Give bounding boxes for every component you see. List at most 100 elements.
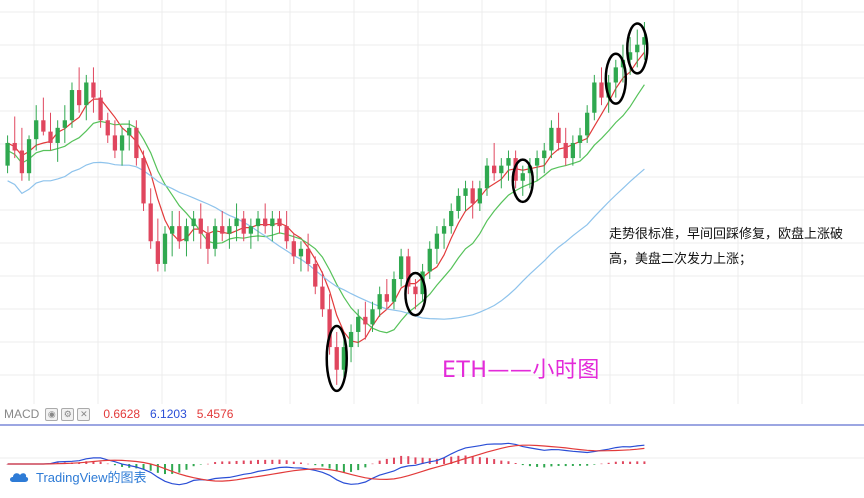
candle-body	[384, 294, 389, 302]
macd-histogram-bar	[6, 464, 9, 465]
macd-histogram-bar	[521, 464, 524, 466]
candle	[384, 279, 389, 310]
macd-histogram-bar	[364, 464, 367, 468]
candle-body	[470, 188, 475, 204]
candle-body	[484, 165, 490, 189]
candle	[348, 324, 354, 363]
macd-histogram-bar	[314, 464, 317, 466]
candle	[127, 120, 132, 151]
candle-body	[270, 218, 275, 227]
eye-icon[interactable]: ◉	[45, 407, 59, 421]
chart-annotation: 走势很标准，早间回踩修复，欧盘上涨破高，美盘二次发力上涨；	[609, 227, 844, 267]
candle	[69, 82, 75, 128]
candle-body	[248, 226, 254, 234]
candle	[305, 233, 311, 272]
macd-histogram-bar	[149, 464, 152, 471]
candle	[112, 120, 118, 159]
macd-histogram-bar	[435, 458, 438, 464]
macd-histogram-bar	[371, 463, 374, 465]
macd-histogram-bar	[228, 461, 231, 464]
tradingview-logo[interactable]: TradingView的图表	[8, 467, 147, 486]
candle	[320, 271, 325, 317]
macd-histogram-bar	[357, 464, 360, 471]
macd-histogram-bar	[536, 464, 539, 467]
candle-body	[413, 286, 418, 295]
candle-body	[406, 256, 411, 287]
macd-histogram-bar	[285, 460, 288, 464]
macd-histogram-bar	[135, 464, 138, 469]
candle-body	[170, 226, 175, 234]
macd-histogram-bar	[342, 464, 345, 473]
candle-body	[162, 233, 168, 264]
candle-body	[227, 226, 232, 234]
candle	[248, 218, 254, 249]
ma-line-MA-slow	[7, 161, 645, 320]
macd-histogram-bar	[221, 461, 224, 464]
macd-histogram-bar	[643, 461, 646, 464]
candle-body	[334, 347, 339, 370]
candle-body	[291, 241, 296, 257]
macd-histogram-bar	[385, 458, 388, 464]
tradingview-cloud-icon	[10, 472, 29, 482]
candle-body	[556, 127, 561, 143]
candle-body	[127, 127, 132, 136]
candle	[298, 241, 304, 272]
candle-body	[277, 218, 282, 227]
candle-body	[55, 127, 60, 143]
macd-value-3: 5.4576	[196, 407, 234, 421]
macd-histogram-bar	[486, 457, 488, 464]
candle-body	[341, 347, 347, 370]
macd-histogram-bar	[636, 461, 639, 464]
candle	[5, 135, 10, 174]
candle	[549, 120, 554, 159]
candle-body	[241, 218, 246, 234]
candle-body	[642, 37, 647, 45]
macd-histogram-bar	[564, 464, 567, 467]
macd-legend: MACD ◉ ⚙ ✕ 0.6628 6.1203 5.4576	[0, 404, 233, 424]
macd-histogram-bar	[392, 457, 395, 464]
macd-histogram-bar	[407, 456, 410, 464]
candle	[463, 180, 468, 211]
candle-body	[592, 82, 597, 113]
candle	[334, 331, 339, 385]
macd-histogram-bar	[242, 460, 245, 464]
candle-body	[463, 188, 468, 196]
settings-icon[interactable]: ⚙	[61, 407, 75, 421]
candle-body	[284, 226, 289, 242]
macd-histogram-bar	[550, 464, 553, 467]
candle-body	[41, 120, 46, 132]
macd-histogram-bar	[235, 460, 238, 464]
macd-histogram-bar	[192, 464, 195, 467]
candle-body	[112, 135, 118, 151]
symbol-timeframe-label: ETH——小时图	[442, 358, 600, 383]
macd-histogram-bar	[443, 458, 446, 464]
candle-body	[26, 139, 32, 174]
macd-histogram-bar	[607, 462, 610, 464]
candle-body	[427, 248, 432, 272]
candle	[434, 226, 440, 264]
macd-histogram-bar	[121, 464, 124, 467]
macd-histogram-bar	[156, 464, 159, 473]
macd-value-2: 6.1203	[150, 407, 187, 421]
candle-body	[577, 135, 583, 143]
macd-histogram-bar	[557, 464, 560, 466]
macd-histogram-bar	[249, 460, 252, 464]
candle	[12, 116, 17, 159]
candle	[599, 67, 604, 106]
macd-histogram-bar	[106, 463, 109, 465]
close-icon[interactable]: ✕	[77, 407, 91, 421]
candle-body	[542, 150, 547, 159]
candle	[255, 211, 261, 242]
candle-body	[305, 248, 311, 264]
candle	[98, 90, 103, 128]
candle	[577, 127, 583, 159]
candle	[391, 271, 397, 310]
macd-histogram-bar	[600, 463, 603, 465]
candle	[635, 29, 640, 68]
candle	[170, 211, 175, 257]
candle-body	[205, 233, 211, 249]
candle-body	[105, 120, 110, 136]
candle	[313, 256, 318, 295]
macd-histogram-bar	[400, 455, 403, 464]
highlight-circle	[626, 22, 649, 75]
